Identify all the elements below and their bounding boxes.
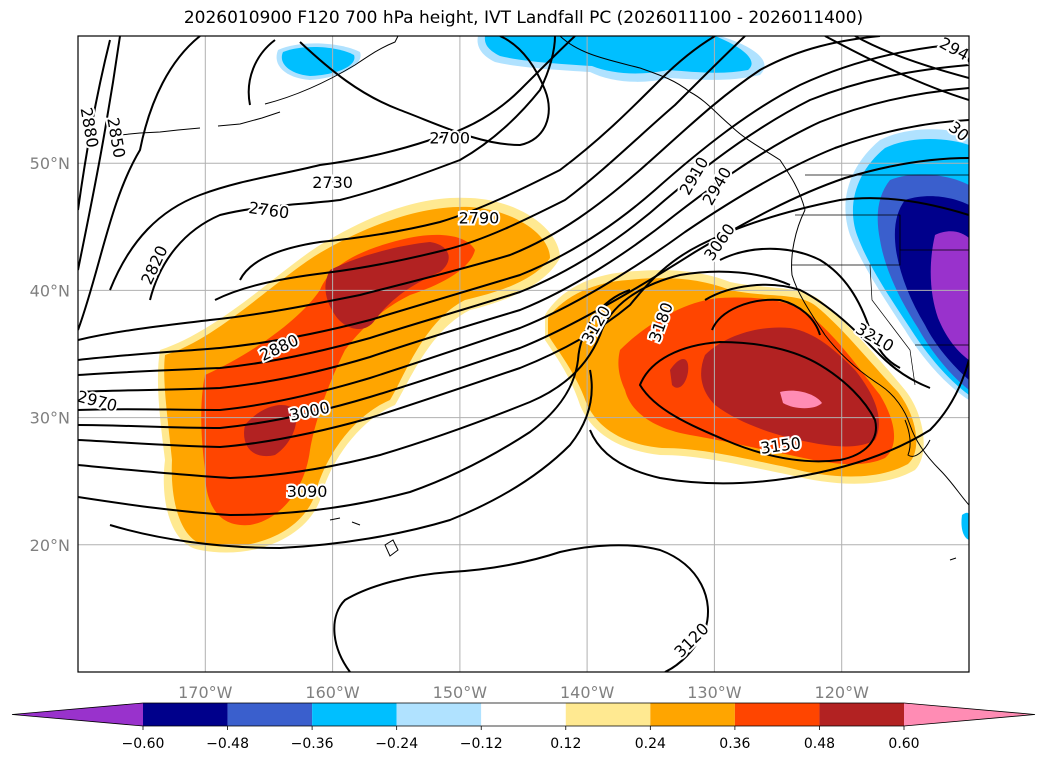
colorbar-segment <box>481 703 566 726</box>
ivt-negative-inland <box>845 129 969 540</box>
ivt-plume-east <box>545 270 924 484</box>
lon-label: 140°W <box>560 683 615 702</box>
latitude-labels: 20°N 30°N 40°N 50°N <box>30 154 70 555</box>
lon-label: 170°W <box>178 683 233 702</box>
map-title: 2026010900 F120 700 hPa height, IVT Land… <box>183 8 864 28</box>
colorbar-tick-label: −0.12 <box>460 736 503 752</box>
colorbar-segment <box>819 703 904 726</box>
lon-label: 130°W <box>687 683 742 702</box>
colorbar-tick-label: 0.24 <box>635 736 666 752</box>
colorbar-segment <box>650 703 735 726</box>
colorbar-segment <box>396 703 482 726</box>
colorbar-segment <box>565 703 651 726</box>
colorbar-extend-min <box>12 703 143 726</box>
colorbar-segment <box>227 703 313 726</box>
colorbar-tick-label: −0.60 <box>122 736 165 752</box>
contour-label: 2790 <box>459 208 500 227</box>
contour-label: 2700 <box>429 128 470 147</box>
lat-label: 30°N <box>30 409 70 428</box>
colorbar-tick-label: 0.12 <box>550 736 581 752</box>
lat-label: 20°N <box>30 536 70 555</box>
colorbar-tick-label: 0.36 <box>719 736 750 752</box>
colorbar: −0.60 −0.48 −0.36 −0.24 −0.12 0.12 0.24 0.36 0.4… <box>11 702 1036 752</box>
contour-label: 3090 <box>287 482 328 501</box>
ivt-negative-north <box>276 36 765 82</box>
contour-label: 2730 <box>312 173 353 192</box>
colorbar-tick-label: −0.48 <box>206 736 249 752</box>
lat-label: 40°N <box>30 281 70 300</box>
colorbar-tick-label: −0.24 <box>375 736 418 752</box>
longitude-labels: 170°W 160°W 150°W 140°W 130°W 120°W <box>178 683 869 702</box>
colorbar-tick-label: −0.36 <box>291 736 334 752</box>
lon-label: 120°W <box>815 683 870 702</box>
lon-label: 160°W <box>305 683 360 702</box>
lon-label: 150°W <box>433 683 488 702</box>
colorbar-segment <box>312 703 397 726</box>
colorbar-extend-max <box>904 703 1035 726</box>
lat-label: 50°N <box>30 154 70 173</box>
colorbar-segment <box>143 703 228 726</box>
coastlines <box>119 36 969 561</box>
plot-frame <box>77 35 970 673</box>
contour-label: 2880 <box>77 106 103 149</box>
colorbar-tick-label: 0.60 <box>888 736 919 752</box>
height-contours <box>78 36 969 672</box>
colorbar-segment <box>734 703 820 726</box>
colorbar-tick-label: 0.48 <box>804 736 835 752</box>
